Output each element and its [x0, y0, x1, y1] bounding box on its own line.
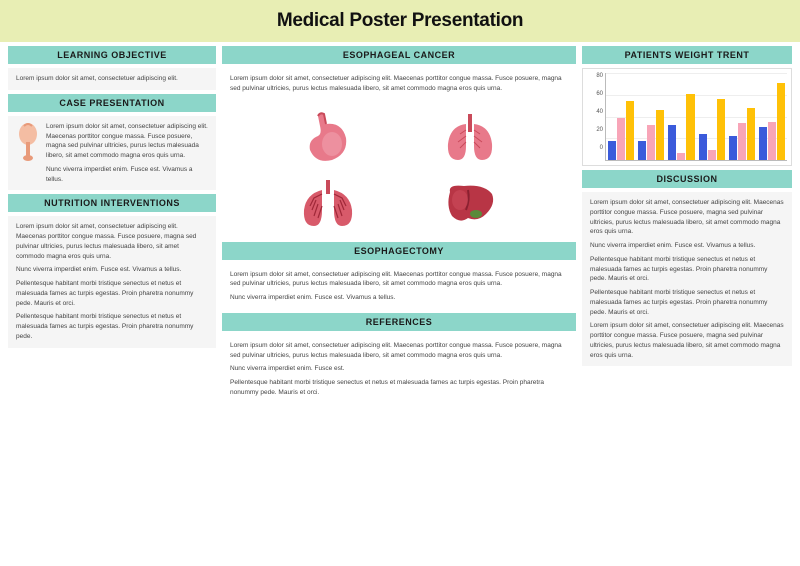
bar-group	[638, 73, 664, 160]
chart-bar	[738, 123, 746, 160]
chart-bar	[777, 83, 785, 160]
right-column: PATIENTS WEIGHT TRENT 80 60 40 20 0 DI	[582, 46, 792, 560]
case-text: Lorem ipsum dolor sit amet, consectetuer…	[46, 122, 208, 185]
columns: LEARNING OBJECTIVE Lorem ipsum dolor sit…	[0, 42, 800, 566]
left-column: LEARNING OBJECTIVE Lorem ipsum dolor sit…	[8, 46, 216, 560]
refs-p1: Lorem ipsum dolor sit amet, consectetuer…	[230, 341, 568, 361]
chart-bar	[686, 94, 694, 160]
chart-bar	[608, 141, 616, 160]
nutrition-p4: Pellentesque habitant morbi tristique se…	[16, 312, 208, 341]
ytick: 60	[585, 91, 603, 97]
chart-bars	[606, 73, 787, 160]
chart-bar	[626, 101, 634, 160]
refs-p3: Pellentesque habitant morbi tristique se…	[230, 378, 568, 398]
cancer-p1: Lorem ipsum dolor sit amet, consectetuer…	[230, 74, 568, 94]
esophagectomy-header: ESOPHAGECTOMY	[222, 242, 576, 260]
chart-bar	[699, 134, 707, 160]
refs-p2: Nunc viverra imperdiet enim. Fusce est.	[230, 364, 568, 374]
ytick: 0	[585, 145, 603, 151]
chart-y-axis: 80 60 40 20 0	[585, 73, 603, 151]
chart-bar	[617, 118, 625, 160]
nutrition-p2: Nunc viverra imperdiet enim. Fusce est. …	[16, 265, 208, 275]
bar-group	[699, 73, 725, 160]
nutrition-body: Lorem ipsum dolor sit amet, consectetuer…	[8, 216, 216, 347]
chart-bar	[729, 136, 737, 160]
chart-bar	[717, 99, 725, 160]
chart-bar	[656, 110, 664, 160]
references-header: REFERENCES	[222, 313, 576, 331]
ectomy-p2: Nunc viverra imperdiet enim. Fusce est. …	[230, 293, 568, 303]
chart-bar	[768, 122, 776, 160]
chart-bar	[638, 141, 646, 160]
bar-group	[608, 73, 634, 160]
weight-chart: 80 60 40 20 0	[582, 68, 792, 166]
learning-objective-header: LEARNING OBJECTIVE	[8, 46, 216, 64]
organ-illustrations	[222, 104, 576, 238]
cancer-header: ESOPHAGEAL CANCER	[222, 46, 576, 64]
poster-title: Medical Poster Presentation	[277, 10, 523, 32]
disc-p2: Nunc viverra imperdiet enim. Fusce est. …	[590, 241, 784, 251]
references-body: Lorem ipsum dolor sit amet, consectetuer…	[222, 335, 576, 404]
ectomy-p1: Lorem ipsum dolor sit amet, consectetuer…	[230, 270, 568, 290]
nutrition-p1: Lorem ipsum dolor sit amet, consectetuer…	[16, 222, 208, 261]
title-bar: Medical Poster Presentation	[0, 0, 800, 42]
bar-group	[668, 73, 694, 160]
liver-icon	[404, 176, 536, 232]
stomach-icon	[262, 110, 394, 166]
bronchi-icon	[262, 176, 394, 232]
disc-p5: Lorem ipsum dolor sit amet, consectetuer…	[590, 321, 784, 360]
chart-plot-area	[605, 73, 787, 161]
bar-group	[759, 73, 785, 160]
chart-bar	[759, 127, 767, 160]
discussion-body: Lorem ipsum dolor sit amet, consectetuer…	[582, 192, 792, 366]
case-presentation-body: Lorem ipsum dolor sit amet, consectetuer…	[8, 116, 216, 191]
chart-bar	[747, 108, 755, 160]
chart-bar	[647, 125, 655, 160]
disc-p4: Pellentesque habitant morbi tristique se…	[590, 288, 784, 317]
ytick: 40	[585, 109, 603, 115]
lungs-icon	[404, 110, 536, 166]
ytick: 80	[585, 73, 603, 79]
medical-poster: Medical Poster Presentation LEARNING OBJ…	[0, 0, 800, 566]
discussion-header: DISCUSSION	[582, 170, 792, 188]
middle-column: ESOPHAGEAL CANCER Lorem ipsum dolor sit …	[222, 46, 576, 560]
cancer-body: Lorem ipsum dolor sit amet, consectetuer…	[222, 68, 576, 100]
disc-p3: Pellentesque habitant morbi tristique se…	[590, 255, 784, 284]
chart-bar	[668, 125, 676, 160]
chart-header: PATIENTS WEIGHT TRENT	[582, 46, 792, 64]
chart-bar	[708, 150, 716, 160]
ytick: 20	[585, 127, 603, 133]
case-p1: Lorem ipsum dolor sit amet, consectetuer…	[46, 122, 208, 161]
learning-p1: Lorem ipsum dolor sit amet, consectetuer…	[16, 74, 208, 84]
learning-objective-body: Lorem ipsum dolor sit amet, consectetuer…	[8, 68, 216, 90]
disc-p1: Lorem ipsum dolor sit amet, consectetuer…	[590, 198, 784, 237]
nutrition-header: NUTRITION INTERVENTIONS	[8, 194, 216, 212]
case-organ-icon	[16, 122, 40, 162]
nutrition-p3: Pellentesque habitant morbi tristique se…	[16, 279, 208, 308]
case-presentation-header: CASE PRESENTATION	[8, 94, 216, 112]
bar-group	[729, 73, 755, 160]
esophagectomy-body: Lorem ipsum dolor sit amet, consectetuer…	[222, 264, 576, 309]
case-p2: Nunc viverra imperdiet enim. Fusce est. …	[46, 165, 208, 185]
chart-bar	[677, 153, 685, 160]
